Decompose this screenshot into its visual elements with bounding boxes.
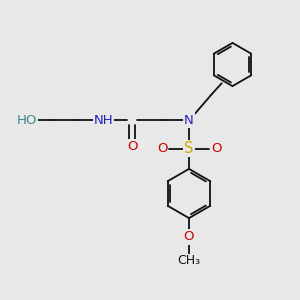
Text: O: O (127, 140, 137, 154)
Text: O: O (157, 142, 167, 155)
Text: S: S (184, 141, 194, 156)
Text: NH: NH (94, 113, 113, 127)
Text: O: O (184, 230, 194, 244)
Text: O: O (211, 142, 221, 155)
Text: CH₃: CH₃ (177, 254, 201, 268)
Text: N: N (184, 113, 194, 127)
Text: HO: HO (17, 113, 37, 127)
